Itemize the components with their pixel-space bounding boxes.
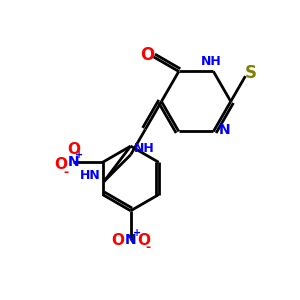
Text: N: N bbox=[125, 233, 136, 247]
Text: O: O bbox=[111, 232, 124, 247]
Text: NH: NH bbox=[134, 142, 155, 155]
Text: -: - bbox=[145, 241, 150, 254]
Text: HN: HN bbox=[80, 169, 100, 182]
Text: N: N bbox=[68, 155, 79, 169]
Text: S: S bbox=[245, 64, 257, 82]
Text: O: O bbox=[140, 46, 154, 64]
Text: NH: NH bbox=[201, 55, 221, 68]
Text: +: + bbox=[76, 150, 84, 160]
Text: +: + bbox=[133, 228, 141, 238]
Text: N: N bbox=[218, 123, 230, 137]
Text: O: O bbox=[55, 157, 68, 172]
Text: O: O bbox=[137, 232, 150, 247]
Text: O: O bbox=[67, 142, 80, 157]
Text: -: - bbox=[63, 166, 68, 179]
